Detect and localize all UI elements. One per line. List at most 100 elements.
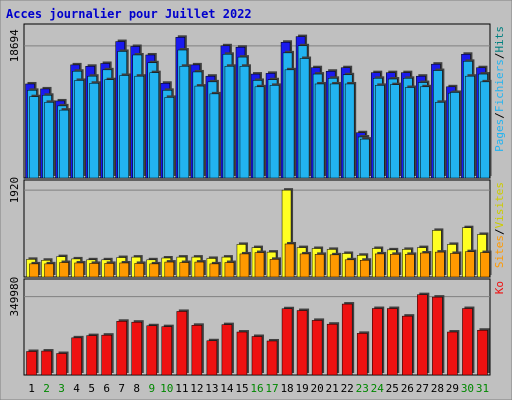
bar-kbytes-ko-day-19: [296, 310, 308, 376]
chart-title: Acces journalier pour Juillet 2022: [6, 7, 252, 21]
bar-visits-sites-day-22: [344, 259, 355, 278]
x-tick-label-day-22: 22: [341, 382, 354, 395]
bar-kbytes-ko-day-27: [417, 294, 428, 376]
legend-entry-visites: Visites: [493, 182, 506, 228]
bar-hits-pages-day-16: [254, 86, 265, 179]
bar-kbytes-ko-day-8: [131, 321, 142, 376]
bar-visits-sites-day-3: [59, 262, 69, 278]
x-tick-label-day-3: 3: [58, 382, 65, 395]
bar-visits-sites-day-15: [239, 253, 250, 278]
x-tick-label-day-14: 14: [220, 382, 234, 395]
bar-visits-sites-day-17: [269, 259, 280, 278]
bar-hits-pages-day-22: [344, 83, 355, 179]
bar-visits-sites-day-18: [284, 243, 295, 278]
x-tick-label-day-28: 28: [431, 382, 444, 395]
legend-entry-fichiers: Fichiers: [493, 59, 506, 112]
x-tick-label-day-19: 19: [295, 382, 308, 395]
bar-hits-pages-day-23: [359, 138, 370, 179]
x-tick-label-day-6: 6: [103, 382, 110, 395]
bar-kbytes-ko-day-16: [251, 336, 263, 376]
bar-hits-pages-day-19: [299, 58, 310, 179]
x-tick-label-day-24: 24: [371, 382, 385, 395]
bar-hits-pages-day-17: [269, 85, 280, 179]
panel-visits-legend: Sites/Visites: [493, 182, 506, 268]
bar-kbytes-ko-day-7: [116, 321, 127, 376]
bar-hits-pages-day-21: [329, 83, 340, 179]
bar-kbytes-ko-day-12: [191, 325, 203, 376]
bar-visits-sites-day-6: [104, 263, 114, 278]
x-axis-labels: 1 2 3 4 5 6 7 8 9 10 11 12 13 14 15 16 17 18 19 20 21 22 23 24 2…: [28, 382, 489, 395]
panel-kbytes: 349980 Ko: [8, 277, 506, 376]
bar-visits-sites-day-12: [194, 261, 205, 278]
bar-visits-sites-day-27: [420, 252, 430, 278]
bar-hits-pages-day-20: [314, 83, 325, 179]
bar-visits-sites-day-21: [329, 254, 340, 278]
bar-hits-pages-day-10: [164, 97, 175, 179]
panel-visits: 1920 Sites/Visites: [8, 177, 506, 278]
bar-kbytes-ko-day-25: [387, 308, 398, 376]
bar-hits-pages-day-15: [239, 66, 250, 179]
bar-visits-sites-day-14: [224, 262, 235, 278]
bar-visits-sites-day-4: [74, 262, 84, 278]
bar-visits-sites-day-26: [405, 254, 415, 278]
bar-kbytes-ko-day-20: [311, 320, 323, 376]
x-tick-label-day-30: 30: [461, 382, 474, 395]
bar-hits-pages-day-11: [179, 66, 190, 179]
bar-visits-sites-day-5: [89, 263, 99, 278]
x-tick-label-day-11: 11: [175, 382, 188, 395]
bar-visits-sites-day-25: [390, 254, 400, 278]
bar-hits-pages-day-14: [224, 66, 235, 179]
bar-kbytes-ko-day-17: [266, 340, 278, 376]
legend-entry-pages: Pages: [493, 119, 506, 152]
bar-visits-sites-day-19: [299, 253, 310, 278]
bar-kbytes-ko-day-2: [41, 350, 52, 376]
x-tick-label-day-12: 12: [190, 382, 203, 395]
bar-kbytes-ko-day-10: [161, 326, 173, 376]
x-tick-label-day-4: 4: [73, 382, 80, 395]
bar-kbytes-ko-day-30: [462, 308, 473, 376]
bar-hits-pages-day-24: [374, 85, 385, 179]
x-tick-label-day-1: 1: [28, 382, 35, 395]
bar-visits-sites-day-1: [29, 263, 39, 278]
bar-hits-pages-day-2: [44, 102, 54, 179]
bar-hits-pages-day-28: [435, 102, 445, 179]
bar-visits-sites-day-8: [134, 263, 144, 278]
bar-hits-pages-day-27: [420, 86, 430, 179]
bar-hits-pages-day-7: [119, 75, 129, 179]
bar-kbytes-ko-day-21: [326, 323, 338, 376]
bar-hits-pages-day-13: [209, 93, 220, 179]
x-tick-label-day-9: 9: [148, 382, 155, 395]
x-tick-label-day-21: 21: [326, 382, 339, 395]
x-tick-label-day-26: 26: [401, 382, 414, 395]
bar-kbytes-ko-day-31: [477, 329, 488, 376]
bar-kbytes-ko-day-23: [356, 333, 368, 376]
bar-hits-pages-day-31: [480, 81, 490, 179]
bar-visits-sites-day-29: [450, 253, 460, 278]
bar-hits-pages-day-25: [390, 84, 400, 179]
bar-hits-pages-day-8: [134, 75, 144, 179]
bar-visits-sites-day-31: [480, 252, 490, 278]
x-tick-label-day-23: 23: [356, 382, 369, 395]
bar-kbytes-ko-day-4: [71, 337, 82, 376]
chart-panels: 18694Pages/Fichiers/Hits1920Sites/Visite…: [8, 23, 506, 376]
x-tick-label-day-18: 18: [280, 382, 293, 395]
bar-kbytes-ko-day-5: [86, 335, 97, 376]
bar-kbytes-ko-day-9: [146, 325, 158, 376]
x-tick-label-day-8: 8: [133, 382, 140, 395]
bar-visits-sites-day-20: [314, 254, 325, 278]
panel-hits-legend: Pages/Fichiers/Hits: [493, 26, 506, 152]
bar-kbytes-ko-day-3: [56, 353, 67, 376]
panel-kbytes-legend: Ko: [493, 281, 506, 294]
x-tick-label-day-10: 10: [160, 382, 173, 395]
bar-visits-sites-day-13: [209, 263, 220, 278]
bar-hits-pages-day-6: [104, 79, 114, 179]
panel-kbytes-ytick-label: 349980: [8, 277, 21, 317]
bar-hits-pages-day-3: [59, 109, 69, 179]
bar-visits-sites-day-9: [149, 263, 160, 278]
bar-kbytes-ko-day-6: [101, 334, 112, 376]
x-tick-label-day-15: 15: [235, 382, 248, 395]
bar-visits-sites-day-10: [164, 261, 175, 278]
bar-hits-pages-day-9: [149, 72, 160, 179]
legend-entry-sites: Sites: [493, 235, 506, 268]
bar-visits-sites-day-2: [44, 263, 54, 278]
